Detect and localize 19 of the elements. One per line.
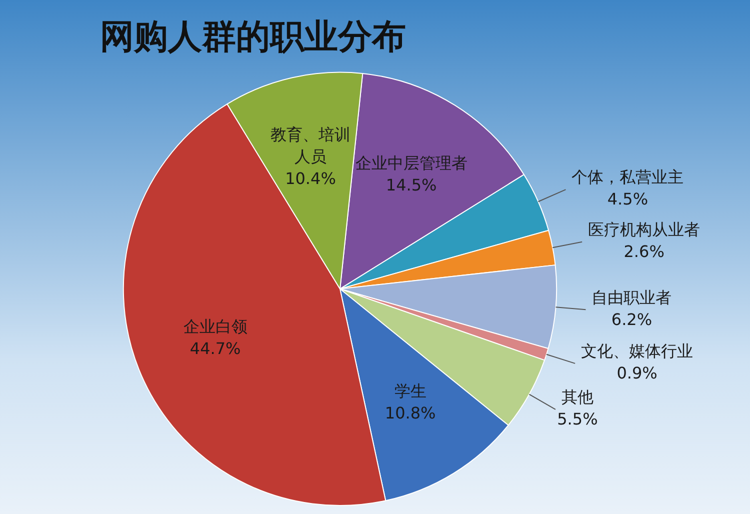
- data-label: 44.7%: [190, 338, 241, 358]
- data-label: 10.4%: [285, 169, 336, 188]
- slice-label: 文化、媒体行业: [581, 342, 694, 361]
- slice-label: 自由职业者: [592, 288, 672, 307]
- slice-label: 个体，私营业主: [572, 168, 684, 187]
- slice-label: 学生: [394, 381, 426, 400]
- data-label: 5.5%: [557, 410, 598, 429]
- slice-label: 医疗机构从业者: [588, 220, 700, 240]
- data-label: 2.6%: [624, 242, 664, 262]
- slice-label: 其他: [561, 388, 594, 407]
- chart-title: 网购人群的职业分布: [100, 17, 406, 58]
- slice-label: 企业中层管理者: [355, 153, 468, 172]
- data-label: 14.5%: [386, 175, 437, 194]
- slice-label: 企业白领: [183, 316, 248, 336]
- data-label: 6.2%: [611, 310, 652, 329]
- data-label: 4.5%: [607, 190, 648, 209]
- slice-label: 教育、培训人员: [270, 125, 350, 166]
- data-label: 0.9%: [616, 364, 658, 383]
- data-label: 10.8%: [384, 403, 436, 422]
